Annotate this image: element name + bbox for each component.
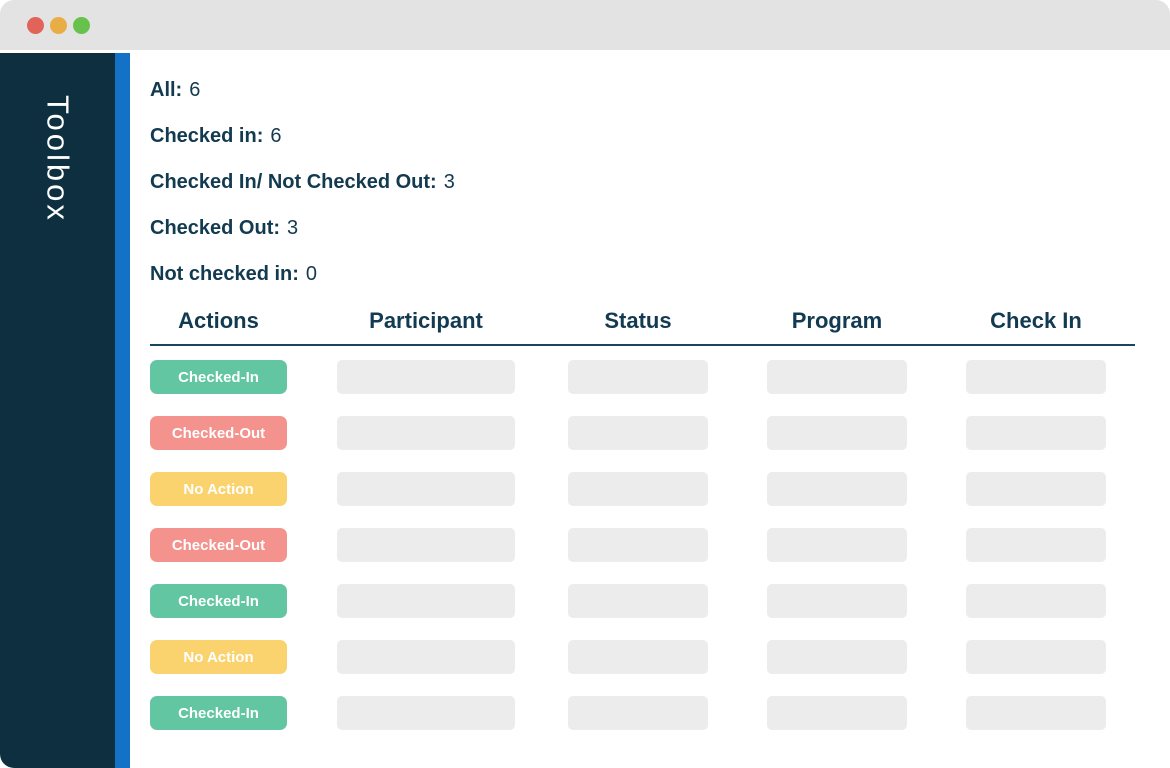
stat-checked-in: Checked in: 6 [150, 124, 1170, 148]
stats-summary: All: 6 Checked in: 6 Checked In/ Not Check… [150, 78, 1170, 286]
checkin-placeholder [966, 360, 1106, 394]
column-header-status: Status [604, 308, 672, 333]
stat-checked-out: Checked Out: 3 [150, 216, 1170, 240]
minimize-window-icon[interactable] [50, 16, 67, 34]
attendance-table: Actions Participant Status Program Check… [150, 308, 1170, 730]
table-row: No Action [150, 640, 1170, 674]
action-badge-checked-in[interactable]: Checked-In [150, 584, 287, 618]
stat-all: All: 6 [150, 78, 1170, 102]
sidebar: Toolbox [0, 53, 115, 768]
stat-checked-in-not-out: Checked In/ Not Checked Out: 3 [150, 170, 1170, 194]
stat-checked-out-label: Checked Out: [150, 217, 281, 239]
participant-placeholder [337, 640, 515, 674]
stat-all-value: 6 [189, 79, 201, 101]
close-window-icon[interactable] [27, 16, 44, 34]
program-placeholder [767, 696, 907, 730]
status-placeholder [568, 360, 708, 394]
checkin-placeholder [966, 472, 1106, 506]
action-badge-no-action[interactable]: No Action [150, 472, 287, 506]
program-placeholder [767, 528, 907, 562]
column-header-check-in: Check In [990, 308, 1082, 333]
column-header-program: Program [791, 308, 883, 333]
status-placeholder [568, 584, 708, 618]
table-row: Checked-In [150, 584, 1170, 618]
action-badge-checked-in[interactable]: Checked-In [150, 360, 287, 394]
stat-all-label: All: [150, 79, 183, 101]
status-placeholder [568, 528, 708, 562]
program-placeholder [767, 472, 907, 506]
table-rows: Checked-In Checked-Out No Action Checked-Ou… [150, 360, 1170, 730]
stat-not-checked-in-value: 0 [305, 263, 318, 285]
stat-checked-in-not-out-label: Checked In/ Not Checked Out: [150, 171, 437, 193]
table-row: Checked-Out [150, 416, 1170, 450]
checkin-placeholder [966, 416, 1106, 450]
action-badge-checked-in[interactable]: Checked-In [150, 696, 287, 730]
window-titlebar [0, 0, 1170, 50]
status-placeholder [568, 416, 708, 450]
participant-placeholder [337, 584, 515, 618]
column-header-participant: Participant [369, 308, 483, 333]
status-placeholder [568, 640, 708, 674]
table-row: Checked-In [150, 360, 1170, 394]
stat-checked-in-label: Checked in: [150, 125, 264, 147]
status-placeholder [568, 696, 708, 730]
checkin-placeholder [966, 528, 1106, 562]
checkin-placeholder [966, 640, 1106, 674]
participant-placeholder [337, 696, 515, 730]
maximize-window-icon[interactable] [73, 16, 90, 34]
table-row: Checked-In [150, 696, 1170, 730]
stat-checked-out-value: 3 [287, 217, 299, 239]
action-badge-checked-out[interactable]: Checked-Out [150, 416, 287, 450]
stat-not-checked-in-label: Not checked in: [150, 263, 299, 285]
status-placeholder [568, 472, 708, 506]
table-row: Checked-Out [150, 528, 1170, 562]
program-placeholder [767, 416, 907, 450]
participant-placeholder [337, 528, 515, 562]
stat-checked-in-value: 6 [270, 125, 282, 147]
participant-placeholder [337, 472, 515, 506]
program-placeholder [767, 584, 907, 618]
stat-not-checked-in: Not checked in: 0 [150, 262, 1170, 286]
sidebar-accent-stripe [115, 53, 130, 768]
table-header-row: Actions Participant Status Program Check… [150, 308, 1135, 346]
action-badge-checked-out[interactable]: Checked-Out [150, 528, 287, 562]
action-badge-no-action[interactable]: No Action [150, 640, 287, 674]
checkin-placeholder [966, 584, 1106, 618]
participant-placeholder [337, 416, 515, 450]
sidebar-title: Toolbox [40, 95, 76, 223]
checkin-placeholder [966, 696, 1106, 730]
stat-checked-in-not-out-value: 3 [443, 171, 455, 193]
program-placeholder [767, 640, 907, 674]
participant-placeholder [337, 360, 515, 394]
table-row: No Action [150, 472, 1170, 506]
program-placeholder [767, 360, 907, 394]
main-content: All: 6 Checked in: 6 Checked In/ Not Check… [130, 50, 1170, 768]
column-header-actions: Actions [178, 308, 259, 333]
